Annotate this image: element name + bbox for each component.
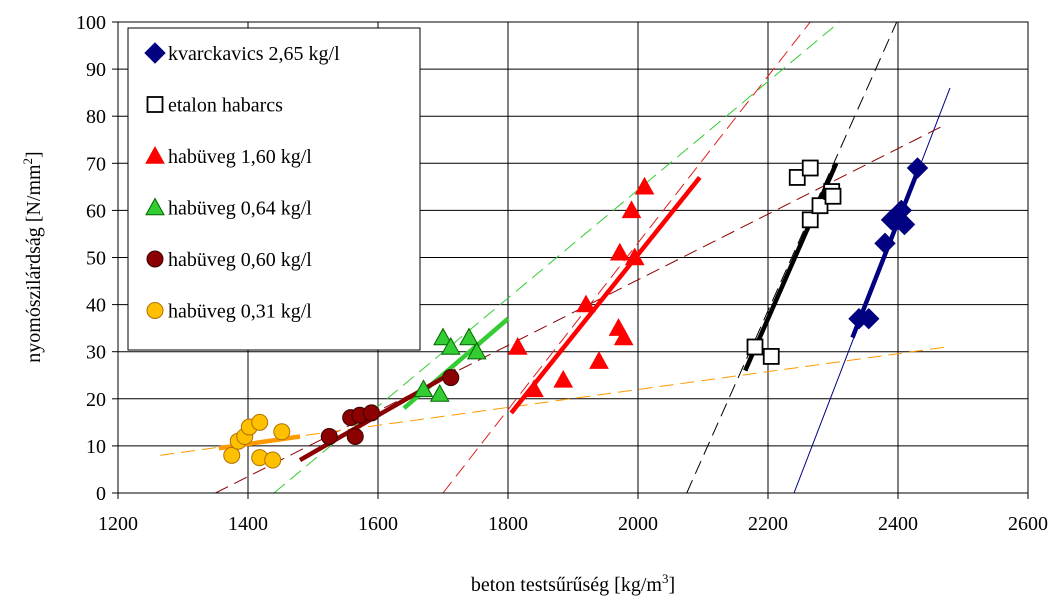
y-tick-label: 100 <box>76 12 106 34</box>
data-point-etalon-habarcs <box>762 348 780 365</box>
y-axis-title: nyomószilárdság [N/mm2] <box>20 151 45 362</box>
data-point-habuveg-0-64-kg-l <box>440 336 461 355</box>
legend-marker-habuveg-0-64-kg-l <box>145 197 165 216</box>
data-point-kvarckavics-2-65-kg-l <box>893 213 916 236</box>
x-tick-label: 2200 <box>748 513 788 535</box>
x-tick-label: 1600 <box>358 513 398 535</box>
x-tick-label: 2600 <box>1008 513 1048 535</box>
y-tick-label: 50 <box>86 248 106 270</box>
x-tick-label: 1400 <box>228 513 268 535</box>
x-tick-label: 2000 <box>618 513 658 535</box>
x-axis-title: beton testsűrűség [kg/m3] <box>471 571 675 596</box>
legend-label-habuveg-0-31-kg-l: habüveg 0,31 kg/l <box>168 301 312 323</box>
y-tick-label: 30 <box>86 342 106 364</box>
x-axis-ticks: 1200 1400 1600 1800 2000 2200 2400 2600 <box>98 493 1048 535</box>
trend-line-etalon-habarcs <box>686 22 898 493</box>
data-point-habuveg-0-64-kg-l <box>433 327 453 346</box>
data-point-habuveg-1-60-kg-l <box>576 294 596 313</box>
legend-marker-habuveg-0-31-kg-l <box>146 302 164 319</box>
data-point-habuveg-0-64-kg-l <box>429 384 450 402</box>
data-points <box>223 157 929 469</box>
data-point-etalon-habarcs <box>811 197 829 215</box>
data-point-habuveg-1-60-kg-l <box>589 351 609 369</box>
legend-marker-kvarckavics-2-65-kg-l <box>144 42 166 64</box>
data-point-habuveg-0-31-kg-l <box>273 423 291 441</box>
data-point-etalon-habarcs <box>824 187 842 205</box>
data-point-habuveg-0-64-kg-l <box>413 379 434 398</box>
data-point-etalon-habarcs <box>801 211 819 229</box>
data-point-etalon-habarcs <box>746 338 764 356</box>
x-tick-label: 1200 <box>98 513 138 535</box>
data-point-habuveg-1-60-kg-l <box>609 242 630 261</box>
data-point-habuveg-1-60-kg-l <box>624 247 645 266</box>
y-tick-label: 20 <box>86 389 106 411</box>
y-tick-label: 40 <box>86 295 106 317</box>
y-axis-ticks: 0 10 20 30 40 50 60 70 80 90 100 <box>76 12 118 505</box>
legend-label-etalon-habarcs: etalon habarcs <box>168 95 283 117</box>
legend-marker-habuveg-0-60-kg-l <box>146 250 164 268</box>
data-point-kvarckavics-2-65-kg-l <box>858 308 880 330</box>
data-point-habuveg-0-64-kg-l <box>466 341 487 360</box>
trend-line-habuveg-0-64-kg-l <box>273 22 840 493</box>
data-point-etalon-habarcs <box>801 159 819 177</box>
legend-marker-habuveg-1-60-kg-l <box>145 145 165 164</box>
legend-marker-etalon-habarcs <box>146 96 164 113</box>
legend-box <box>127 27 421 351</box>
data-point-habuveg-0-31-kg-l <box>264 451 282 469</box>
data-point-habuveg-0-60-kg-l <box>320 427 338 445</box>
x-tick-label: 1800 <box>488 513 528 535</box>
legend-label-habuveg-1-60-kg-l: habüveg 1,60 kg/l <box>168 146 312 168</box>
data-point-habuveg-0-31-kg-l <box>251 413 269 431</box>
data-point-habuveg-1-60-kg-l <box>524 379 544 398</box>
data-point-kvarckavics-2-65-kg-l <box>906 157 929 179</box>
data-point-habuveg-1-60-kg-l <box>621 200 642 219</box>
legend-label-kvarckavics-2-65-kg-l: kvarckavics 2,65 kg/l <box>168 43 340 65</box>
data-point-habuveg-1-60-kg-l <box>634 176 655 195</box>
legend-label-habuveg-0-64-kg-l: habüveg 0,64 kg/l <box>168 198 312 220</box>
y-tick-label: 60 <box>86 200 106 222</box>
y-tick-label: 90 <box>86 59 106 81</box>
y-tick-label: 10 <box>86 436 106 458</box>
y-tick-label: 80 <box>86 106 106 128</box>
data-point-kvarckavics-2-65-kg-l <box>874 232 896 255</box>
x-tick-label: 2400 <box>878 513 918 535</box>
data-point-habuveg-1-60-kg-l <box>507 336 528 355</box>
legend-label-habuveg-0-60-kg-l: habüveg 0,60 kg/l <box>168 249 312 271</box>
data-point-etalon-habarcs <box>788 169 806 186</box>
y-tick-label: 70 <box>86 153 106 175</box>
data-point-habuveg-1-60-kg-l <box>613 327 634 346</box>
data-point-habuveg-0-60-kg-l <box>363 404 380 422</box>
data-point-habuveg-0-60-kg-l <box>346 427 364 445</box>
data-point-habuveg-1-60-kg-l <box>553 369 574 388</box>
data-point-habuveg-0-60-kg-l <box>442 369 460 387</box>
fit-line-habuveg-1-60-kg-l <box>509 176 702 415</box>
data-point-habuveg-0-31-kg-l <box>223 446 241 464</box>
y-tick-label: 0 <box>96 483 106 505</box>
data-point-habuveg-0-64-kg-l <box>459 327 479 346</box>
legend: kvarckavics 2,65 kg/l etalon habarcs habüv… <box>127 27 421 351</box>
